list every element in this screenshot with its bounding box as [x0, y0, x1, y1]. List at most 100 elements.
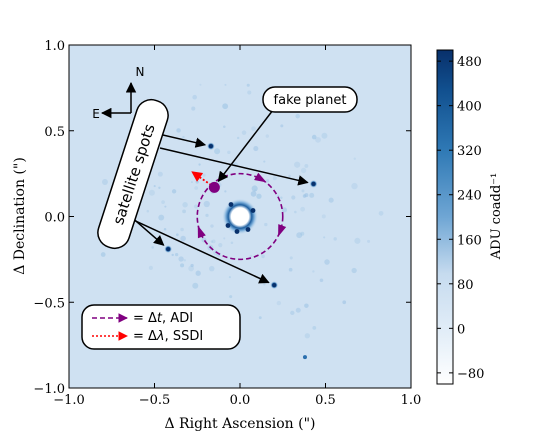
- speckle: [228, 276, 231, 279]
- colorbar-tick-label: 0: [457, 322, 465, 337]
- y-tick-label: −1.0: [33, 382, 65, 397]
- satellite-pointer-arrow: [126, 216, 270, 284]
- colorbar: 480 400 320 240 160 80 0 −80 ADU coadd⁻¹: [436, 49, 504, 385]
- speckle: [210, 224, 214, 228]
- speckle: [291, 195, 296, 200]
- speckle: [175, 252, 179, 257]
- speckle: [351, 182, 358, 190]
- fake-planet-label: fake planet: [274, 93, 347, 108]
- speckle: [378, 210, 384, 216]
- fake-planet-pointer-arrow: [217, 109, 274, 183]
- speckle: [148, 189, 155, 196]
- speckle: [261, 254, 265, 259]
- speckle: [230, 241, 234, 245]
- speckle: [222, 103, 229, 110]
- speckle: [280, 196, 283, 199]
- satellite-spot-core: [208, 144, 213, 149]
- speckle: [304, 303, 309, 308]
- speckle: [203, 200, 210, 208]
- speckle: [176, 233, 179, 237]
- adi-direction-arrow-icon: [254, 172, 267, 183]
- star-speckle: [245, 227, 251, 232]
- speckle: [367, 239, 371, 243]
- speckle: [301, 189, 305, 193]
- star-speckle: [225, 223, 231, 228]
- y-axis: −1.0 −0.5 0.0 0.5 1.0: [33, 39, 411, 397]
- data-marks: [120, 109, 318, 360]
- arrow-legend: = Δt, ADI = Δλ, SSDI: [81, 304, 241, 350]
- speckle: [249, 254, 253, 258]
- compass-east-label: E: [92, 107, 100, 121]
- speckle: [247, 90, 252, 95]
- speckle: [294, 161, 301, 168]
- speckle: [223, 237, 226, 240]
- speckle: [194, 186, 199, 190]
- speckle: [315, 136, 321, 143]
- speckle: [241, 130, 247, 135]
- x-tick-label: −1.0: [53, 393, 85, 408]
- speckle: [153, 185, 156, 188]
- satellite-pointer-arrow: [159, 147, 309, 186]
- x-tick-label: −0.5: [139, 393, 171, 408]
- speckle: [183, 259, 186, 262]
- speckle: [353, 157, 356, 160]
- speckle: [199, 83, 202, 86]
- speckle: [276, 300, 282, 306]
- compass: N E: [92, 65, 144, 121]
- speckle: [180, 263, 185, 268]
- colorbar-tick-label: 240: [457, 189, 482, 204]
- star-core: [231, 207, 249, 226]
- fake-planet-box: [262, 86, 358, 113]
- speckle: [250, 191, 257, 197]
- speckle: [280, 124, 284, 128]
- speckle: [191, 106, 196, 111]
- speckle: [190, 181, 193, 184]
- speckle: [290, 310, 295, 316]
- star-speckle: [234, 229, 240, 234]
- speckle: [321, 214, 326, 219]
- speckle: [214, 148, 221, 155]
- speckle: [272, 176, 277, 181]
- speckle-spot: [302, 355, 307, 360]
- speckle: [342, 300, 347, 305]
- speckle: [351, 267, 357, 274]
- satellite-spot-core: [311, 181, 316, 186]
- speckle: [182, 135, 185, 139]
- legend-ssdi-var: λ: [156, 329, 165, 344]
- speckle: [218, 243, 223, 248]
- speckle: [295, 113, 300, 119]
- satellite-spots-box: [97, 98, 169, 250]
- speckle: [163, 228, 167, 231]
- speckle: [300, 206, 305, 212]
- speckle: [296, 232, 303, 239]
- speckle: [302, 194, 307, 198]
- speckle: [253, 146, 259, 152]
- speckle: [300, 167, 307, 174]
- satellite-spot-core: [166, 247, 171, 252]
- star-speckle: [228, 202, 234, 207]
- speckle: [224, 83, 227, 86]
- speckle: [304, 333, 310, 339]
- speckle: [319, 278, 324, 283]
- speckle: [311, 134, 317, 140]
- speckle: [192, 94, 197, 100]
- x-tick-label: 1.0: [401, 393, 422, 408]
- speckle: [236, 136, 240, 140]
- speckle: [171, 253, 174, 257]
- speckle: [161, 200, 165, 204]
- speckle: [223, 125, 226, 129]
- adi-direction-arrow-icon: [278, 224, 287, 237]
- y-tick-label: −0.5: [33, 296, 65, 311]
- legend-adi-prefix: = Δ: [133, 311, 157, 326]
- y-axis-label: Δ Declination ("): [12, 157, 28, 275]
- speckle: [251, 185, 258, 192]
- legend-ssdi-suffix: , SSDI: [165, 329, 204, 344]
- speckle: [202, 173, 206, 177]
- colorbar-scale: [436, 49, 454, 385]
- x-tick-label: 0.0: [230, 393, 251, 408]
- speckle: [198, 163, 201, 166]
- compass-north-label: N: [136, 65, 145, 79]
- speckle: [195, 180, 199, 184]
- legend-adi-suffix: , ADI: [162, 311, 193, 326]
- speckle: [151, 246, 154, 249]
